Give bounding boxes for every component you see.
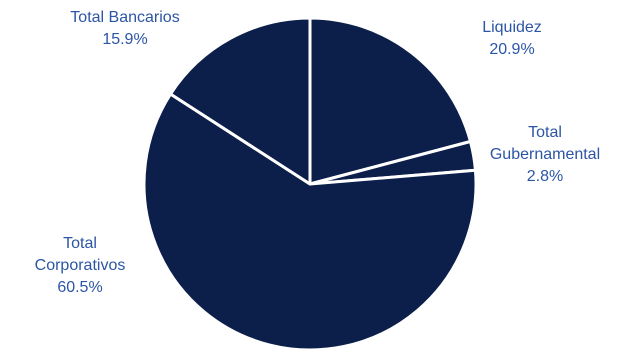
data-label-total-corporativos: Total Corporativos 60.5% <box>35 235 126 296</box>
data-label-value: 2.8% <box>527 168 563 185</box>
data-label-name: Total <box>528 124 562 141</box>
data-label-value: 60.5% <box>57 279 102 296</box>
data-label-total-gubernamental: Total Gubernamental 2.8% <box>490 124 600 185</box>
data-label-name: Total <box>63 235 97 252</box>
data-label-liquidez: Liquidez 20.9% <box>482 19 542 58</box>
pie-slice-liquidez <box>308 16 472 186</box>
data-label-name: Liquidez <box>482 19 542 36</box>
pie-slices <box>142 16 478 350</box>
data-label-name: Total Bancarios <box>70 9 179 26</box>
data-label-name: Gubernamental <box>490 146 600 163</box>
data-label-name: Corporativos <box>35 257 126 274</box>
data-label-value: 20.9% <box>489 41 534 58</box>
data-label-total-bancarios: Total Bancarios 15.9% <box>70 9 179 48</box>
data-label-value: 15.9% <box>102 31 147 48</box>
pie-slice-total-bancarios <box>168 16 312 186</box>
pie-slice-total-corporativos <box>142 92 478 350</box>
pie-labels: Liquidez 20.9%Total Gubernamental 2.8%Total… <box>35 9 601 296</box>
